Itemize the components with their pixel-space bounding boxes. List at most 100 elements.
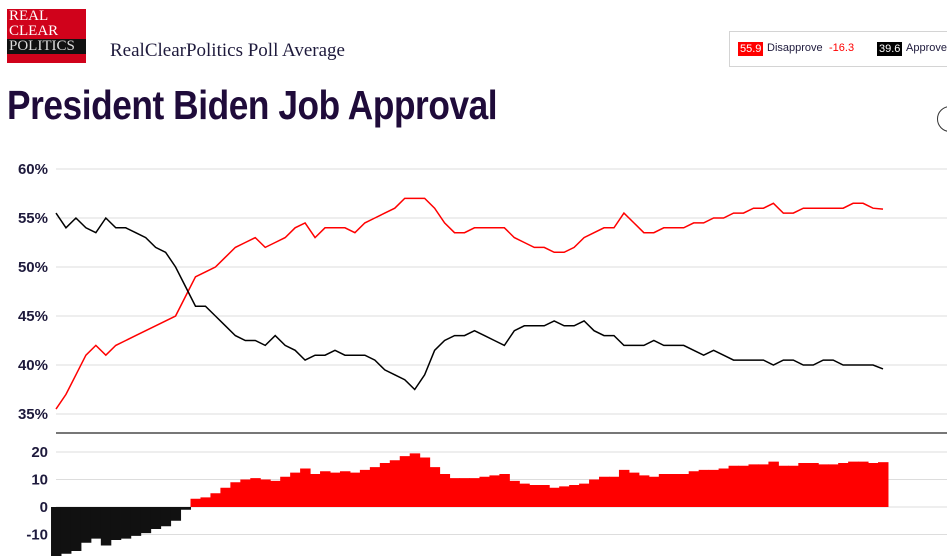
y-tick-label: 50% <box>18 259 48 276</box>
spread-tick-label: 10 <box>31 472 48 489</box>
spread-bar <box>638 475 650 507</box>
spread-bar <box>429 467 441 507</box>
spread-bar <box>110 507 122 540</box>
spread-bar <box>738 465 749 507</box>
spread-bar <box>220 487 231 507</box>
spread-bar <box>599 476 610 507</box>
spread-bar <box>270 480 281 507</box>
spread-bar <box>589 479 600 507</box>
y-tick-label: 60% <box>18 161 48 178</box>
spread-bar <box>529 485 540 507</box>
spread-bar <box>150 507 162 529</box>
series-line-disapprove <box>55 197 884 410</box>
spread-bar <box>449 478 461 507</box>
spread-tick-label: 20 <box>31 444 48 461</box>
y-tick-label: 40% <box>18 357 48 374</box>
spread-bar <box>479 476 490 507</box>
spread-bar <box>349 472 361 507</box>
spread-bar <box>369 467 381 507</box>
spread-bar <box>668 474 680 507</box>
spread-bar <box>339 471 351 507</box>
spread-bar <box>628 472 640 507</box>
spread-bar <box>878 462 889 507</box>
spread-bar <box>300 468 311 507</box>
spread-bar <box>509 480 520 507</box>
spread-bar <box>818 464 829 507</box>
spread-bar <box>320 471 331 507</box>
spread-bar <box>778 465 789 507</box>
spread-bar <box>768 461 779 507</box>
spread-bar <box>80 507 92 543</box>
spread-bar <box>200 497 211 507</box>
spread-bar <box>180 507 192 510</box>
spread-bar <box>459 478 470 507</box>
spread-bar <box>240 479 251 507</box>
spread-bar <box>250 478 261 507</box>
spread-bar <box>359 469 371 507</box>
y-tick-label: 45% <box>18 308 48 325</box>
spread-bar <box>838 463 849 507</box>
spread-bar <box>90 507 102 539</box>
spread-bar <box>608 476 620 507</box>
spread-bar <box>130 507 142 536</box>
spread-bar <box>140 507 152 534</box>
spread-bar <box>160 507 172 527</box>
spread-bar <box>120 507 132 539</box>
spread-bar <box>678 474 690 507</box>
spread-bar <box>569 485 580 507</box>
spread-bar <box>648 476 660 507</box>
approve-value-badge: 39.6 <box>877 42 903 56</box>
spread-bar <box>210 493 221 507</box>
page-title: President Biden Job Approval <box>7 82 498 128</box>
spread-bar <box>539 485 550 507</box>
spread-bar <box>409 453 421 507</box>
spread-bar <box>748 464 759 507</box>
spread-bar <box>290 472 301 507</box>
spread-bar <box>758 464 769 507</box>
spread-bar <box>798 463 809 507</box>
spread-bar <box>858 461 869 507</box>
spread-bar <box>728 465 740 507</box>
spread-bar <box>549 487 560 507</box>
approve-label: Approve <box>906 42 947 54</box>
spread-bar <box>51 507 62 556</box>
y-tick-label: 55% <box>18 210 48 227</box>
logo-line: CLEAR <box>9 23 59 39</box>
spread-tick-label: -20 <box>26 554 48 556</box>
spread-bar <box>60 507 72 554</box>
logo-line: POLITICS <box>7 39 86 54</box>
spread-bar <box>70 507 82 551</box>
spread-bar <box>389 460 401 507</box>
spread-bar <box>419 457 431 507</box>
spread-bar <box>808 463 819 507</box>
spread-bar <box>688 471 700 507</box>
spread-value: -16.3 <box>829 42 855 54</box>
series-line-approve <box>55 212 884 391</box>
spread-bar <box>330 472 341 507</box>
spread-bar <box>280 476 291 507</box>
spread-bar <box>499 474 510 507</box>
spread-bar <box>489 475 500 507</box>
spread-bar <box>618 469 630 507</box>
spread-bar <box>868 463 879 507</box>
spread-bar <box>170 507 182 521</box>
spread-bar <box>718 468 730 507</box>
logo-line: REAL <box>9 8 49 24</box>
spread-tick-label: 0 <box>40 499 48 516</box>
spread-bar <box>190 498 201 507</box>
spread-bar <box>828 464 839 507</box>
spread-bar <box>469 478 480 507</box>
spread-bar <box>698 469 710 507</box>
spread-bar <box>559 486 570 507</box>
spread-bar <box>230 482 241 507</box>
rcp-logo[interactable]: REAL CLEAR POLITICS <box>7 9 86 63</box>
spread-bar <box>519 483 530 507</box>
legend: 55.9 Disapprove -16.3 39.6 Approve <box>729 31 947 67</box>
spread-bar <box>848 461 859 507</box>
spread-bar <box>708 469 720 507</box>
spread-bar <box>260 479 271 507</box>
spread-bar <box>439 474 451 507</box>
spread-bar <box>788 465 799 507</box>
spread-bar <box>579 483 590 507</box>
